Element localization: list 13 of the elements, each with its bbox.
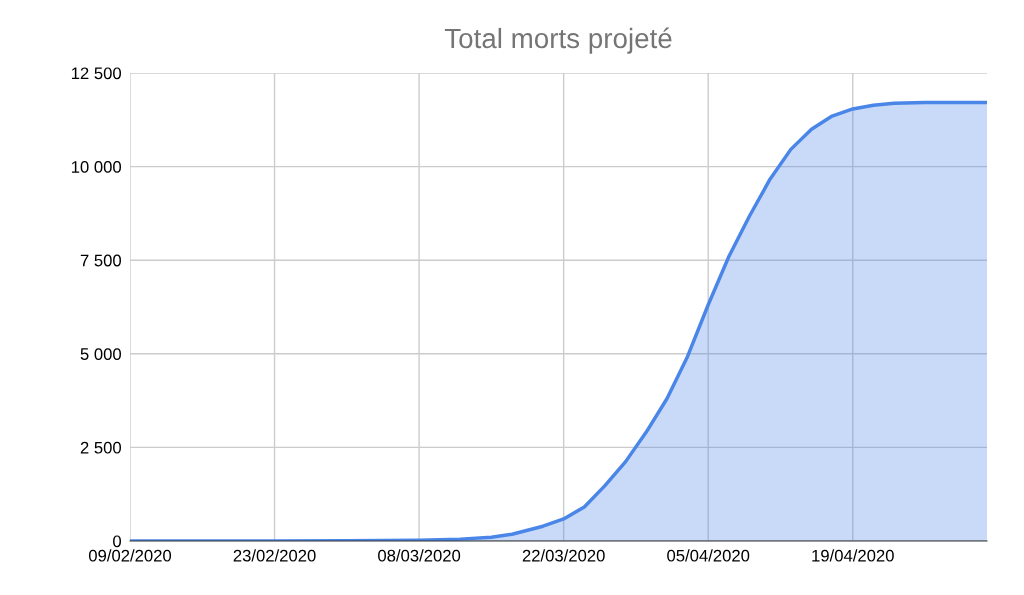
y-tick-label: 2 500 bbox=[80, 441, 122, 454]
x-tick-label: 23/02/2020 bbox=[233, 549, 316, 562]
x-tick-label: 08/03/2020 bbox=[378, 549, 461, 562]
x-tick-label: 09/02/2020 bbox=[88, 549, 172, 562]
y-tick-label: 0 bbox=[113, 535, 122, 548]
chart-title: Total morts projeté bbox=[444, 27, 672, 54]
x-tick-label: 19/04/2020 bbox=[812, 549, 894, 562]
x-tick-label: 05/04/2020 bbox=[667, 549, 750, 562]
x-tick-label: 22/03/2020 bbox=[522, 549, 605, 562]
y-tick-label: 7 500 bbox=[80, 254, 122, 267]
y-tick-label: 5 000 bbox=[80, 348, 122, 360]
y-tick-label: 12 500 bbox=[71, 67, 122, 80]
y-tick-label: 10 000 bbox=[71, 161, 122, 173]
